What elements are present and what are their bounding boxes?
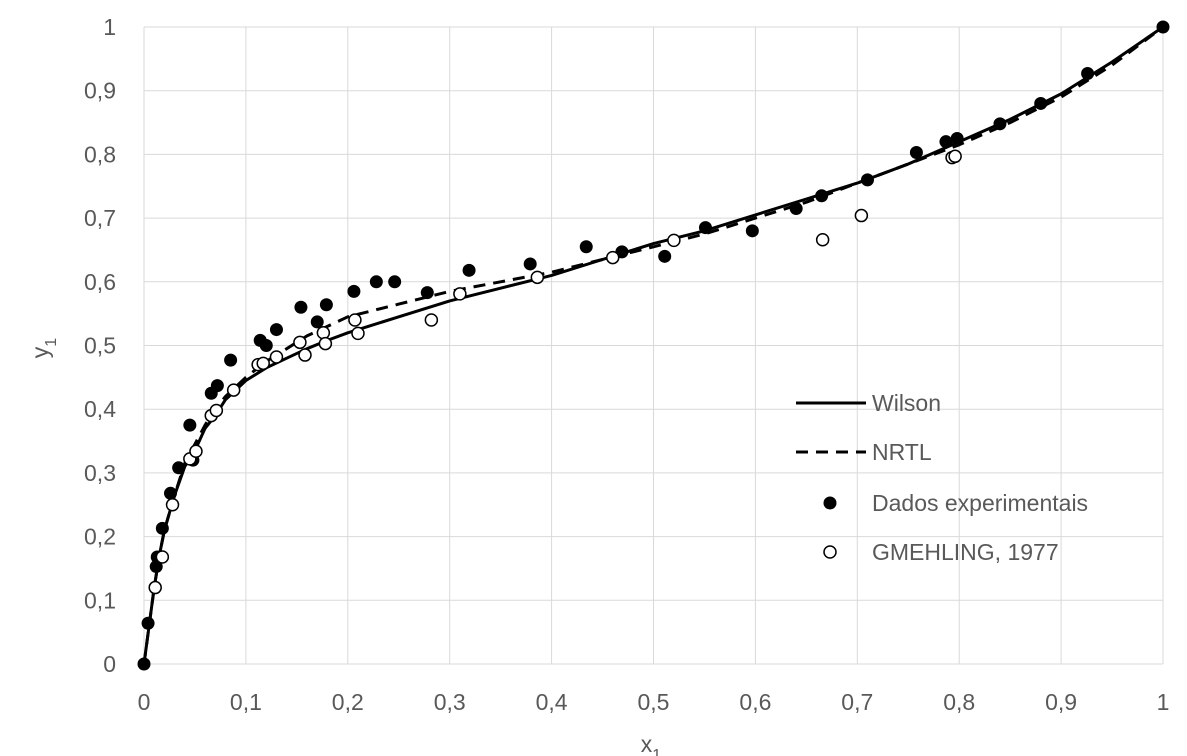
data-point-dados-experimentais [993, 117, 1007, 131]
x-tick-label: 0,5 [638, 689, 670, 715]
x-tick-label: 0,2 [332, 689, 364, 715]
legend-gmehling-label: GMEHLING, 1977 [872, 539, 1059, 565]
y-tick-label: 0,3 [84, 460, 116, 486]
x-tick-label: 0,1 [230, 689, 262, 715]
data-point-gmehling-1977 [854, 208, 869, 223]
x-tick-label: 0,8 [943, 689, 975, 715]
data-point-dados-experimentais [141, 616, 155, 630]
data-point-gmehling-1977 [351, 326, 365, 341]
x-tick-label: 0,3 [434, 689, 466, 715]
data-point-gmehling-1977 [165, 498, 180, 512]
data-point-dados-experimentais [698, 221, 712, 235]
y-axis-ticks: 0 0,1 0,2 0,3 0,4 0,5 0,6 0,7 0,8 0,9 1 [84, 14, 116, 677]
legend-nrtl-label: NRTL [872, 439, 932, 465]
x-tick-label: 0,7 [841, 689, 873, 715]
legend-experimental-marker [823, 496, 837, 510]
data-point-dados-experimentais [462, 263, 476, 277]
data-point-dados-experimentais [172, 461, 186, 475]
data-point-gmehling-1977 [348, 313, 362, 327]
y-tick-label: 0 [103, 651, 116, 677]
data-point-dados-experimentais [294, 300, 308, 314]
data-point-dados-experimentais [259, 339, 273, 352]
y-axis-label: y1 [27, 338, 60, 359]
data-points [137, 20, 1170, 671]
legend-gmehling-marker [823, 545, 837, 559]
data-point-gmehling-1977 [209, 403, 224, 418]
data-point-dados-experimentais [745, 224, 759, 238]
x-tick-label: 0,4 [536, 689, 568, 715]
data-point-gmehling-1977 [298, 348, 312, 362]
data-point-gmehling-1977 [316, 326, 331, 340]
data-point-dados-experimentais [319, 298, 333, 312]
data-point-gmehling-1977 [815, 233, 830, 247]
series-line-nrtl [142, 25, 1164, 665]
x-tick-label: 0 [138, 689, 151, 715]
y-tick-label: 0,5 [84, 333, 116, 359]
data-point-dados-experimentais [183, 418, 197, 432]
data-point-dados-experimentais [149, 560, 163, 574]
data-point-gmehling-1977 [453, 287, 467, 301]
data-point-dados-experimentais [163, 486, 177, 500]
x-tick-label: 1 [1157, 689, 1170, 715]
x-tick-label: 0,9 [1045, 689, 1077, 715]
y-tick-label: 0,1 [84, 587, 116, 613]
data-point-gmehling-1977 [256, 356, 270, 371]
y-tick-label: 0,4 [84, 396, 116, 422]
data-point-dados-experimentais [1156, 20, 1170, 34]
data-point-gmehling-1977 [948, 149, 962, 164]
data-point-dados-experimentais [224, 353, 238, 367]
data-point-dados-experimentais [523, 257, 537, 271]
x-axis-label: x1 [641, 731, 662, 756]
data-point-gmehling-1977 [530, 270, 545, 285]
data-point-dados-experimentais [950, 131, 964, 145]
data-point-gmehling-1977 [269, 350, 284, 364]
x-axis-ticks: 0 0,1 0,2 0,3 0,4 0,5 0,6 0,7 0,8 0,9 1 [138, 689, 1170, 715]
data-point-dados-experimentais [1034, 96, 1048, 110]
data-point-dados-experimentais [155, 521, 169, 535]
data-point-dados-experimentais [369, 275, 383, 289]
data-point-dados-experimentais [658, 249, 672, 263]
y-tick-label: 0,7 [84, 205, 116, 231]
data-point-dados-experimentais [789, 202, 803, 216]
legend-wilson-label: Wilson [872, 390, 941, 416]
data-point-gmehling-1977 [667, 233, 681, 248]
data-point-dados-experimentais [137, 657, 151, 671]
data-point-gmehling-1977 [155, 550, 170, 564]
data-point-gmehling-1977 [318, 336, 333, 351]
data-point-gmehling-1977 [424, 313, 439, 327]
data-point-gmehling-1977 [148, 580, 162, 595]
data-point-dados-experimentais [310, 315, 324, 329]
data-point-dados-experimentais [1081, 67, 1095, 81]
data-point-gmehling-1977 [293, 335, 307, 350]
legend: Wilson NRTL Dados experimentais GMEHLING… [796, 390, 1088, 565]
y-tick-label: 0,9 [84, 78, 116, 104]
data-point-dados-experimentais [347, 284, 361, 298]
data-point-dados-experimentais [939, 135, 953, 149]
y-tick-label: 0,6 [84, 269, 116, 295]
data-point-dados-experimentais [210, 379, 224, 393]
data-point-dados-experimentais [579, 240, 593, 254]
data-point-gmehling-1977 [189, 444, 203, 458]
data-point-gmehling-1977 [605, 250, 620, 265]
y-tick-label: 0,2 [84, 524, 116, 550]
data-point-gmehling-1977 [226, 383, 241, 397]
y-tick-label: 1 [103, 14, 116, 40]
data-point-dados-experimentais [815, 189, 829, 203]
grid [143, 26, 1164, 665]
data-point-dados-experimentais [909, 145, 923, 159]
model-lines [142, 25, 1164, 665]
y-tick-label: 0,8 [84, 141, 116, 167]
x-tick-label: 0,6 [739, 689, 771, 715]
data-point-dados-experimentais [269, 323, 283, 337]
legend-experimental-label: Dados experimentais [872, 490, 1088, 516]
data-point-dados-experimentais [420, 286, 434, 300]
data-point-dados-experimentais [388, 275, 402, 289]
data-point-dados-experimentais [860, 173, 874, 187]
